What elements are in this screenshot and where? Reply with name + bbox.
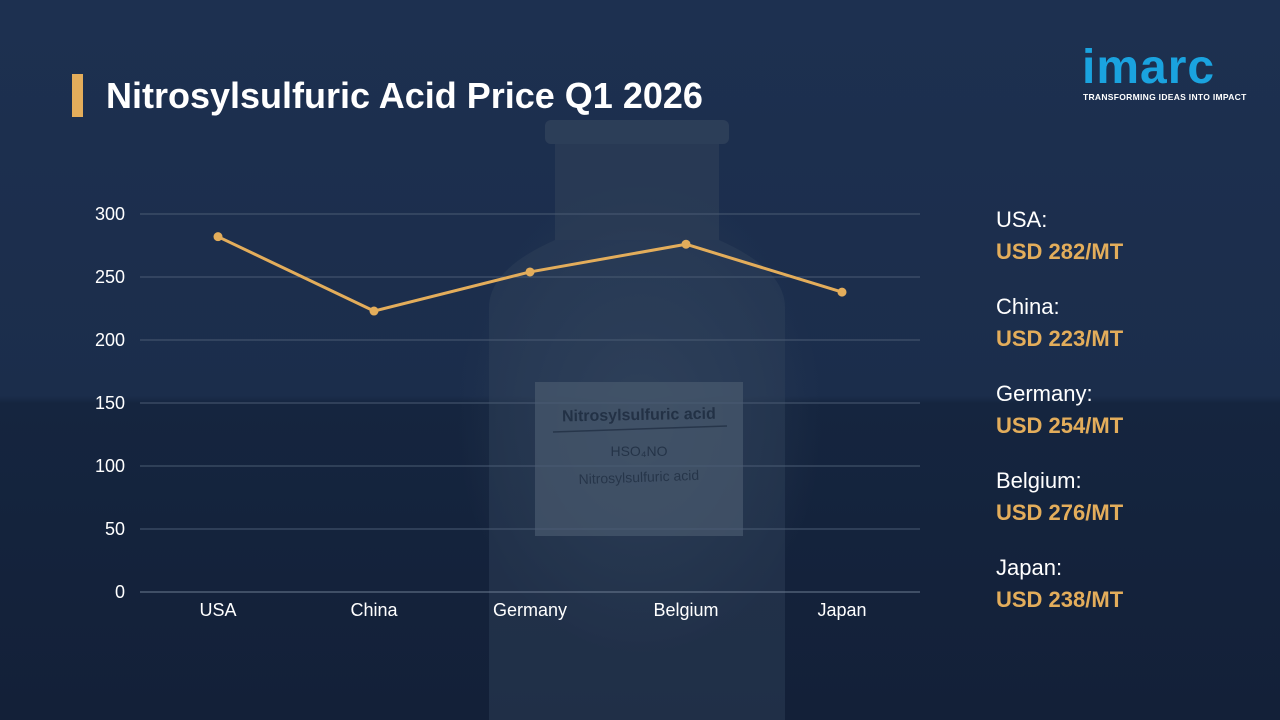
legend-country: Belgium: [996, 468, 1082, 493]
y-axis-ticks: 0 50 100 150 200 250 300 [95, 204, 125, 602]
bottle-image: Nitrosylsulfuric acid HSO₄NO Nitrosylsul… [488, 120, 786, 720]
legend-price: USD 238/MT [996, 587, 1124, 612]
title-accent-bar [72, 74, 83, 117]
x-tick-label: Germany [493, 600, 567, 620]
y-tick-label: 150 [95, 393, 125, 413]
x-tick-label: Japan [817, 600, 866, 620]
page-title: Nitrosylsulfuric Acid Price Q1 2026 [106, 75, 703, 116]
bottle-label-subname: Nitrosylsulfuric acid [578, 467, 699, 487]
data-point [525, 267, 535, 277]
imarc-logo: imarc TRANSFORMING IDEAS INTO IMPACT [1078, 30, 1250, 102]
data-point [837, 287, 847, 297]
price-legend: USA: USD 282/MT China: USD 223/MT Germany: US… [996, 206, 1256, 641]
legend-country: China: [996, 294, 1060, 319]
legend-country: Japan: [996, 555, 1063, 580]
x-tick-label: China [350, 600, 398, 620]
bottle-label-name: Nitrosylsulfuric acid [562, 406, 716, 426]
legend-country: USA: [996, 207, 1048, 232]
legend-price: USD 223/MT [996, 326, 1124, 351]
data-point [369, 306, 379, 316]
bottle-label-formula: HSO₄NO [610, 443, 667, 459]
y-tick-label: 250 [95, 267, 125, 287]
y-tick-label: 50 [105, 519, 125, 539]
legend-price: USD 254/MT [996, 413, 1124, 438]
chart-series [213, 232, 847, 316]
y-tick-label: 200 [95, 330, 125, 350]
x-axis-ticks: USA China Germany Belgium Japan [199, 600, 866, 620]
legend-price: USD 282/MT [996, 239, 1124, 264]
x-tick-label: Belgium [653, 600, 718, 620]
y-tick-label: 100 [95, 456, 125, 476]
legend-item: China: USD 223/MT [996, 293, 1256, 380]
data-point [213, 232, 223, 242]
x-tick-label: USA [199, 600, 236, 620]
logo-wordmark: imarc [1082, 41, 1216, 94]
data-point [681, 239, 691, 249]
chart-gridlines [140, 213, 920, 593]
legend-country: Germany: [996, 381, 1093, 406]
legend-item: Germany: USD 254/MT [996, 380, 1256, 467]
y-tick-label: 300 [95, 204, 125, 224]
logo-tagline: TRANSFORMING IDEAS INTO IMPACT [1083, 92, 1247, 102]
legend-item: Belgium: USD 276/MT [996, 467, 1256, 554]
legend-price: USD 276/MT [996, 500, 1124, 525]
legend-item: USA: USD 282/MT [996, 206, 1256, 293]
legend-item: Japan: USD 238/MT [996, 554, 1256, 641]
y-tick-label: 0 [115, 582, 125, 602]
